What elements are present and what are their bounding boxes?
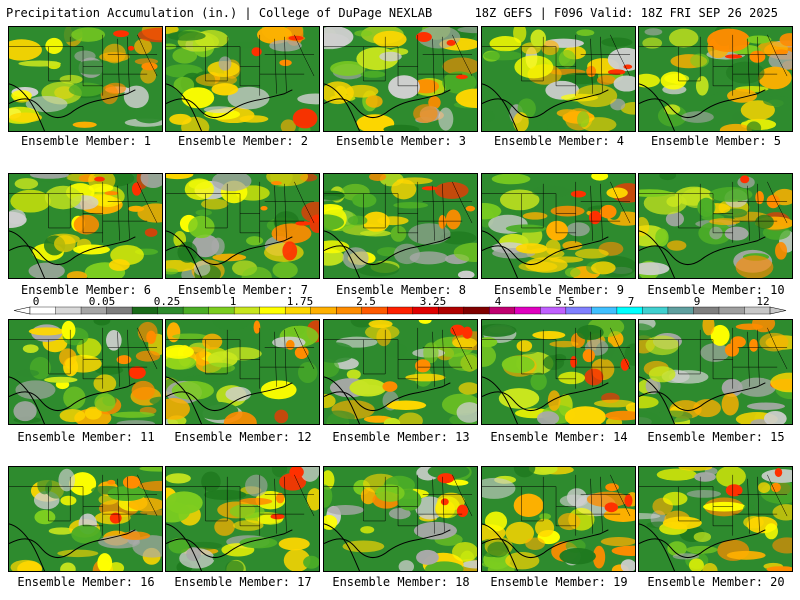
colorbar-swatch [489, 306, 516, 315]
map-title: Precipitation Accumulation (in.) | Colle… [6, 6, 433, 20]
ensemble-member-map-18 [323, 466, 478, 572]
colorbar-swatch [438, 306, 465, 315]
ensemble-member-label: Ensemble Member: 6 [20, 283, 152, 297]
colorbar-swatch [412, 306, 439, 315]
ensemble-member-map-2 [165, 26, 320, 132]
ensemble-member-label: Ensemble Member: 20 [647, 575, 785, 589]
ensemble-member-label: Ensemble Member: 17 [174, 575, 312, 589]
ensemble-member-map-14 [481, 319, 636, 425]
colorbar-swatch [259, 306, 286, 315]
ensemble-member-label: Ensemble Member: 8 [335, 283, 467, 297]
colorbar-tick-label: 1.75 [287, 296, 314, 308]
ensemble-member-map-17 [165, 466, 320, 572]
colorbar-swatch [463, 306, 490, 315]
colorbar-tick-label: 0.05 [89, 296, 116, 308]
ensemble-member-map-20 [638, 466, 793, 572]
colorbar-swatch [131, 306, 159, 315]
ensemble-member-map-6 [8, 173, 163, 279]
model-run-info: 18Z GEFS | F096 Valid: 18Z FRI SEP 26 20… [474, 6, 778, 20]
colorbar-swatch [233, 306, 261, 315]
ensemble-member-label: Ensemble Member: 10 [647, 283, 785, 297]
precip-colorbar: 0 0.05 0.25 1 1.75 2.5 3.25 4 5.5 7 9 12 [13, 296, 787, 315]
ensemble-member-label: Ensemble Member: 3 [335, 134, 467, 148]
colorbar-swatch [387, 306, 414, 315]
colorbar-tick-label: 0 [33, 296, 40, 308]
colorbar-swatch [80, 306, 108, 315]
colorbar-swatch [718, 306, 745, 315]
colorbar-swatch [693, 306, 720, 315]
colorbar-swatch [182, 306, 210, 315]
ensemble-member-map-9 [481, 173, 636, 279]
ensemble-member-map-19 [481, 466, 636, 572]
ensemble-member-map-8 [323, 173, 478, 279]
ensemble-member-label: Ensemble Member: 13 [332, 430, 470, 444]
ensemble-member-map-7 [165, 173, 320, 279]
colorbar-tick-label: 3.25 [420, 296, 447, 308]
ensemble-member-map-15 [638, 319, 793, 425]
ensemble-member-label: Ensemble Member: 4 [493, 134, 625, 148]
colorbar-swatch [514, 306, 541, 315]
colorbar-swatch [540, 306, 567, 315]
ensemble-member-label: Ensemble Member: 12 [174, 430, 312, 444]
ensemble-member-map-13 [323, 319, 478, 425]
colorbar-swatch [591, 306, 618, 315]
colorbar-swatch [157, 306, 184, 315]
ensemble-member-map-5 [638, 26, 793, 132]
ensemble-member-label: Ensemble Member: 19 [490, 575, 628, 589]
colorbar-swatch [361, 306, 388, 315]
ensemble-member-label: Ensemble Member: 7 [177, 283, 309, 297]
ensemble-member-map-11 [8, 319, 163, 425]
ensemble-member-label: Ensemble Member: 15 [647, 430, 785, 444]
colorbar-tick-label: 1 [230, 296, 237, 308]
ensemble-member-map-16 [8, 466, 163, 572]
colorbar-swatch [336, 306, 363, 315]
ensemble-member-map-4 [481, 26, 636, 132]
colorbar-swatch [616, 306, 643, 315]
colorbar-tick-label: 2.5 [356, 296, 376, 308]
ensemble-member-label: Ensemble Member: 18 [332, 575, 470, 589]
colorbar-tick-label: 7 [628, 296, 635, 308]
colorbar-swatch [29, 306, 57, 315]
ensemble-member-label: Ensemble Member: 16 [17, 575, 155, 589]
colorbar-tick-label: 4 [495, 296, 502, 308]
colorbar-swatch [55, 306, 82, 315]
ensemble-member-label: Ensemble Member: 2 [177, 134, 309, 148]
colorbar-swatch [744, 306, 771, 315]
colorbar-tick-label: 9 [694, 296, 701, 308]
ensemble-member-map-3 [323, 26, 478, 132]
colorbar-swatch [208, 306, 235, 315]
colorbar-swatch [106, 306, 133, 315]
colorbar-min-arrow [13, 306, 31, 315]
colorbar-swatch [284, 306, 312, 315]
colorbar-swatch [642, 306, 669, 315]
colorbar-tick-label: 5.5 [555, 296, 575, 308]
ensemble-member-label: Ensemble Member: 5 [650, 134, 782, 148]
colorbar-swatch [667, 306, 694, 315]
ensemble-member-map-1 [8, 26, 163, 132]
ensemble-member-map-10 [638, 173, 793, 279]
ensemble-member-map-12 [165, 319, 320, 425]
colorbar-max-arrow [769, 306, 787, 315]
ensemble-member-label: Ensemble Member: 9 [493, 283, 625, 297]
ensemble-member-label: Ensemble Member: 14 [490, 430, 628, 444]
colorbar-tick-label: 0.25 [154, 296, 181, 308]
ensemble-member-label: Ensemble Member: 11 [17, 430, 155, 444]
ensemble-member-label: Ensemble Member: 1 [20, 134, 152, 148]
colorbar-swatch [310, 306, 337, 315]
colorbar-tick-label: 12 [756, 296, 769, 308]
colorbar-swatch [565, 306, 592, 315]
